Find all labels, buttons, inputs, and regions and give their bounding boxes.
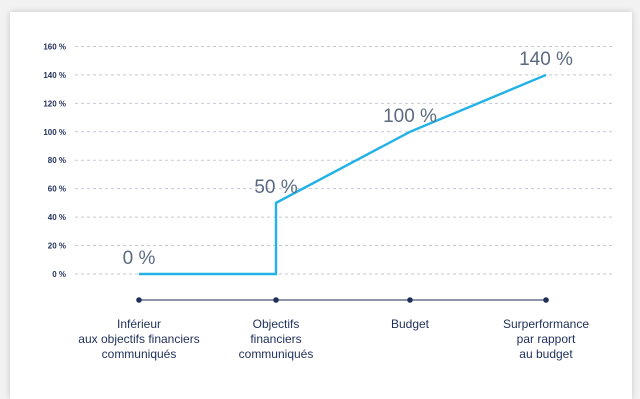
x-axis-dot xyxy=(136,297,142,303)
x-category-label: Surperformance xyxy=(503,317,589,331)
x-axis-dot xyxy=(543,297,549,303)
data-label: 140 % xyxy=(519,49,573,70)
x-category-label: communiqués xyxy=(102,347,177,361)
y-tick-label: 100 % xyxy=(43,128,66,137)
y-tick-label: 20 % xyxy=(48,242,66,251)
x-axis-dot xyxy=(407,297,413,303)
x-category-label: aux objectifs financiers xyxy=(78,332,199,346)
y-tick-label: 0 % xyxy=(52,270,66,279)
data-label: 0 % xyxy=(123,248,156,269)
y-tick-label: 80 % xyxy=(48,156,66,165)
y-tick-label: 140 % xyxy=(43,71,66,80)
y-tick-label: 60 % xyxy=(48,185,66,194)
x-category-label: financiers xyxy=(250,332,301,346)
data-label: 100 % xyxy=(383,106,437,127)
x-category-label: Objectifs xyxy=(253,317,300,331)
x-category-label: Budget xyxy=(391,317,430,331)
y-tick-label: 40 % xyxy=(48,213,66,222)
x-category-label: au budget xyxy=(519,347,573,361)
x-category-label: par rapport xyxy=(517,332,576,346)
y-tick-label: 120 % xyxy=(43,99,66,108)
x-category-label: Inférieur xyxy=(117,317,161,331)
x-category-label: communiqués xyxy=(239,347,314,361)
y-tick-label: 160 % xyxy=(43,42,66,51)
series-line xyxy=(139,73,547,276)
data-label: 50 % xyxy=(254,177,297,198)
chart-card xyxy=(10,12,632,399)
x-axis-dot xyxy=(273,297,279,303)
